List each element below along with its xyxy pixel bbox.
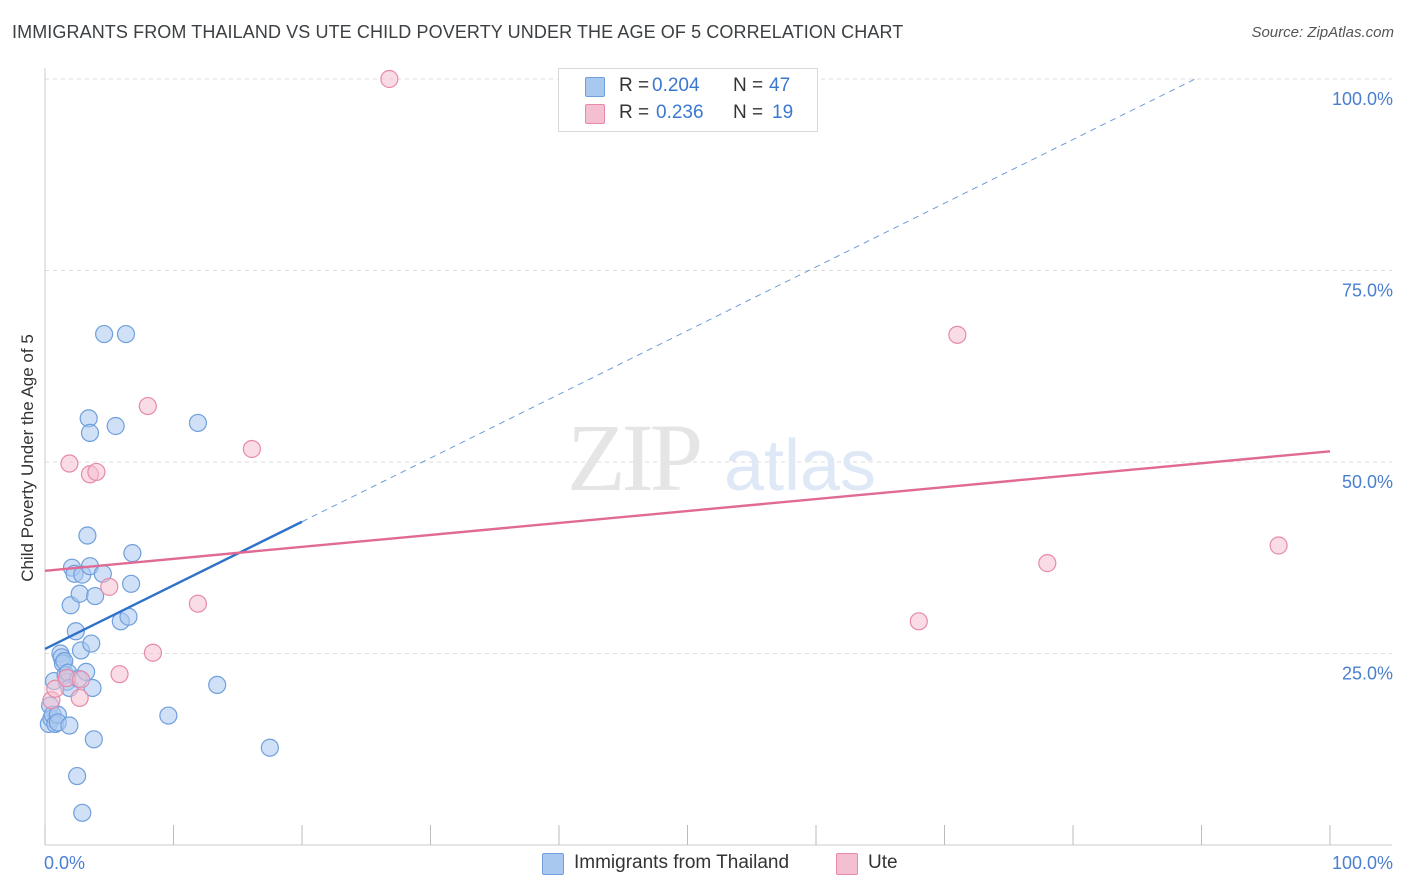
point-thailand: [188, 413, 208, 433]
point-ute: [100, 577, 119, 596]
point-ute: [87, 462, 106, 482]
bottom-legend-label: Immigrants from Thailand: [574, 852, 790, 873]
x-tick-label: 100.0%: [1332, 853, 1393, 873]
point-thailand: [121, 574, 141, 593]
point-ute: [143, 643, 163, 662]
point-ute: [1038, 554, 1057, 573]
point-thailand: [80, 423, 100, 442]
point-thailand: [260, 738, 279, 757]
watermark-atlas: atlas: [724, 426, 876, 506]
legend-r-value: 0.236: [656, 102, 704, 123]
legend-row-thailand: R = 0.204 N = 47: [585, 75, 805, 99]
y-tick-label: 100.0%: [1332, 89, 1393, 109]
point-ute: [242, 439, 261, 459]
point-ute: [380, 69, 399, 89]
point-thailand: [70, 584, 89, 603]
point-thailand: [86, 586, 105, 606]
point-thailand: [78, 526, 97, 545]
trendline-ute: [44, 450, 1331, 572]
point-thailand: [208, 675, 227, 695]
y-tick-label: 50.0%: [1342, 472, 1393, 492]
legend-r-value: 0.204: [652, 75, 700, 96]
point-ute: [60, 454, 79, 473]
point-ute: [46, 679, 65, 698]
trendline-thailand: [44, 520, 303, 650]
point-thailand: [116, 324, 136, 344]
bottom-legend-swatch-blue: [542, 853, 564, 875]
point-ute: [71, 670, 91, 689]
point-thailand: [106, 416, 125, 436]
point-ute: [138, 396, 157, 416]
point-ute: [1269, 536, 1288, 555]
point-ute: [948, 325, 967, 344]
correlation-legend: R = 0.204 N = 47 R = 0.236 N = 19: [558, 68, 818, 132]
point-thailand: [123, 544, 142, 563]
legend-r-label: R =: [619, 102, 650, 123]
point-thailand: [159, 706, 178, 725]
point-thailand: [73, 803, 92, 822]
point-ute: [110, 665, 129, 684]
legend-swatch-blue: [585, 77, 605, 97]
y-tick-label: 75.0%: [1342, 281, 1393, 301]
point-thailand: [84, 730, 103, 749]
y-tick-label: 25.0%: [1342, 664, 1393, 684]
trendline-thailand-extension: [301, 78, 1196, 523]
legend-n-label: N =: [733, 75, 764, 96]
point-thailand: [95, 324, 114, 344]
legend-n-value: 47: [769, 75, 791, 96]
watermark-zip: ZIP: [567, 404, 700, 511]
legend-swatch-pink: [585, 104, 605, 124]
legend-row-ute: R = 0.236 N = 19: [585, 102, 805, 126]
chart-title: IMMIGRANTS FROM THAILAND VS UTE CHILD PO…: [12, 22, 904, 42]
point-thailand: [68, 766, 87, 786]
point-ute: [70, 688, 89, 708]
legend-r-label: R =: [619, 75, 650, 96]
point-thailand: [82, 634, 101, 653]
x-tick-label: 0.0%: [44, 853, 85, 873]
point-ute: [188, 594, 208, 613]
y-axis-title: Child Poverty Under the Age of 5: [18, 334, 37, 582]
bottom-legend-label: Ute: [868, 852, 898, 873]
legend-n-value: 19: [772, 102, 794, 123]
bottom-legend-swatch-pink: [836, 853, 858, 875]
point-ute: [909, 612, 928, 631]
source-credit: Source: ZipAtlas.com: [1251, 24, 1394, 41]
legend-n-label: N =: [733, 102, 764, 123]
point-thailand: [60, 716, 79, 735]
